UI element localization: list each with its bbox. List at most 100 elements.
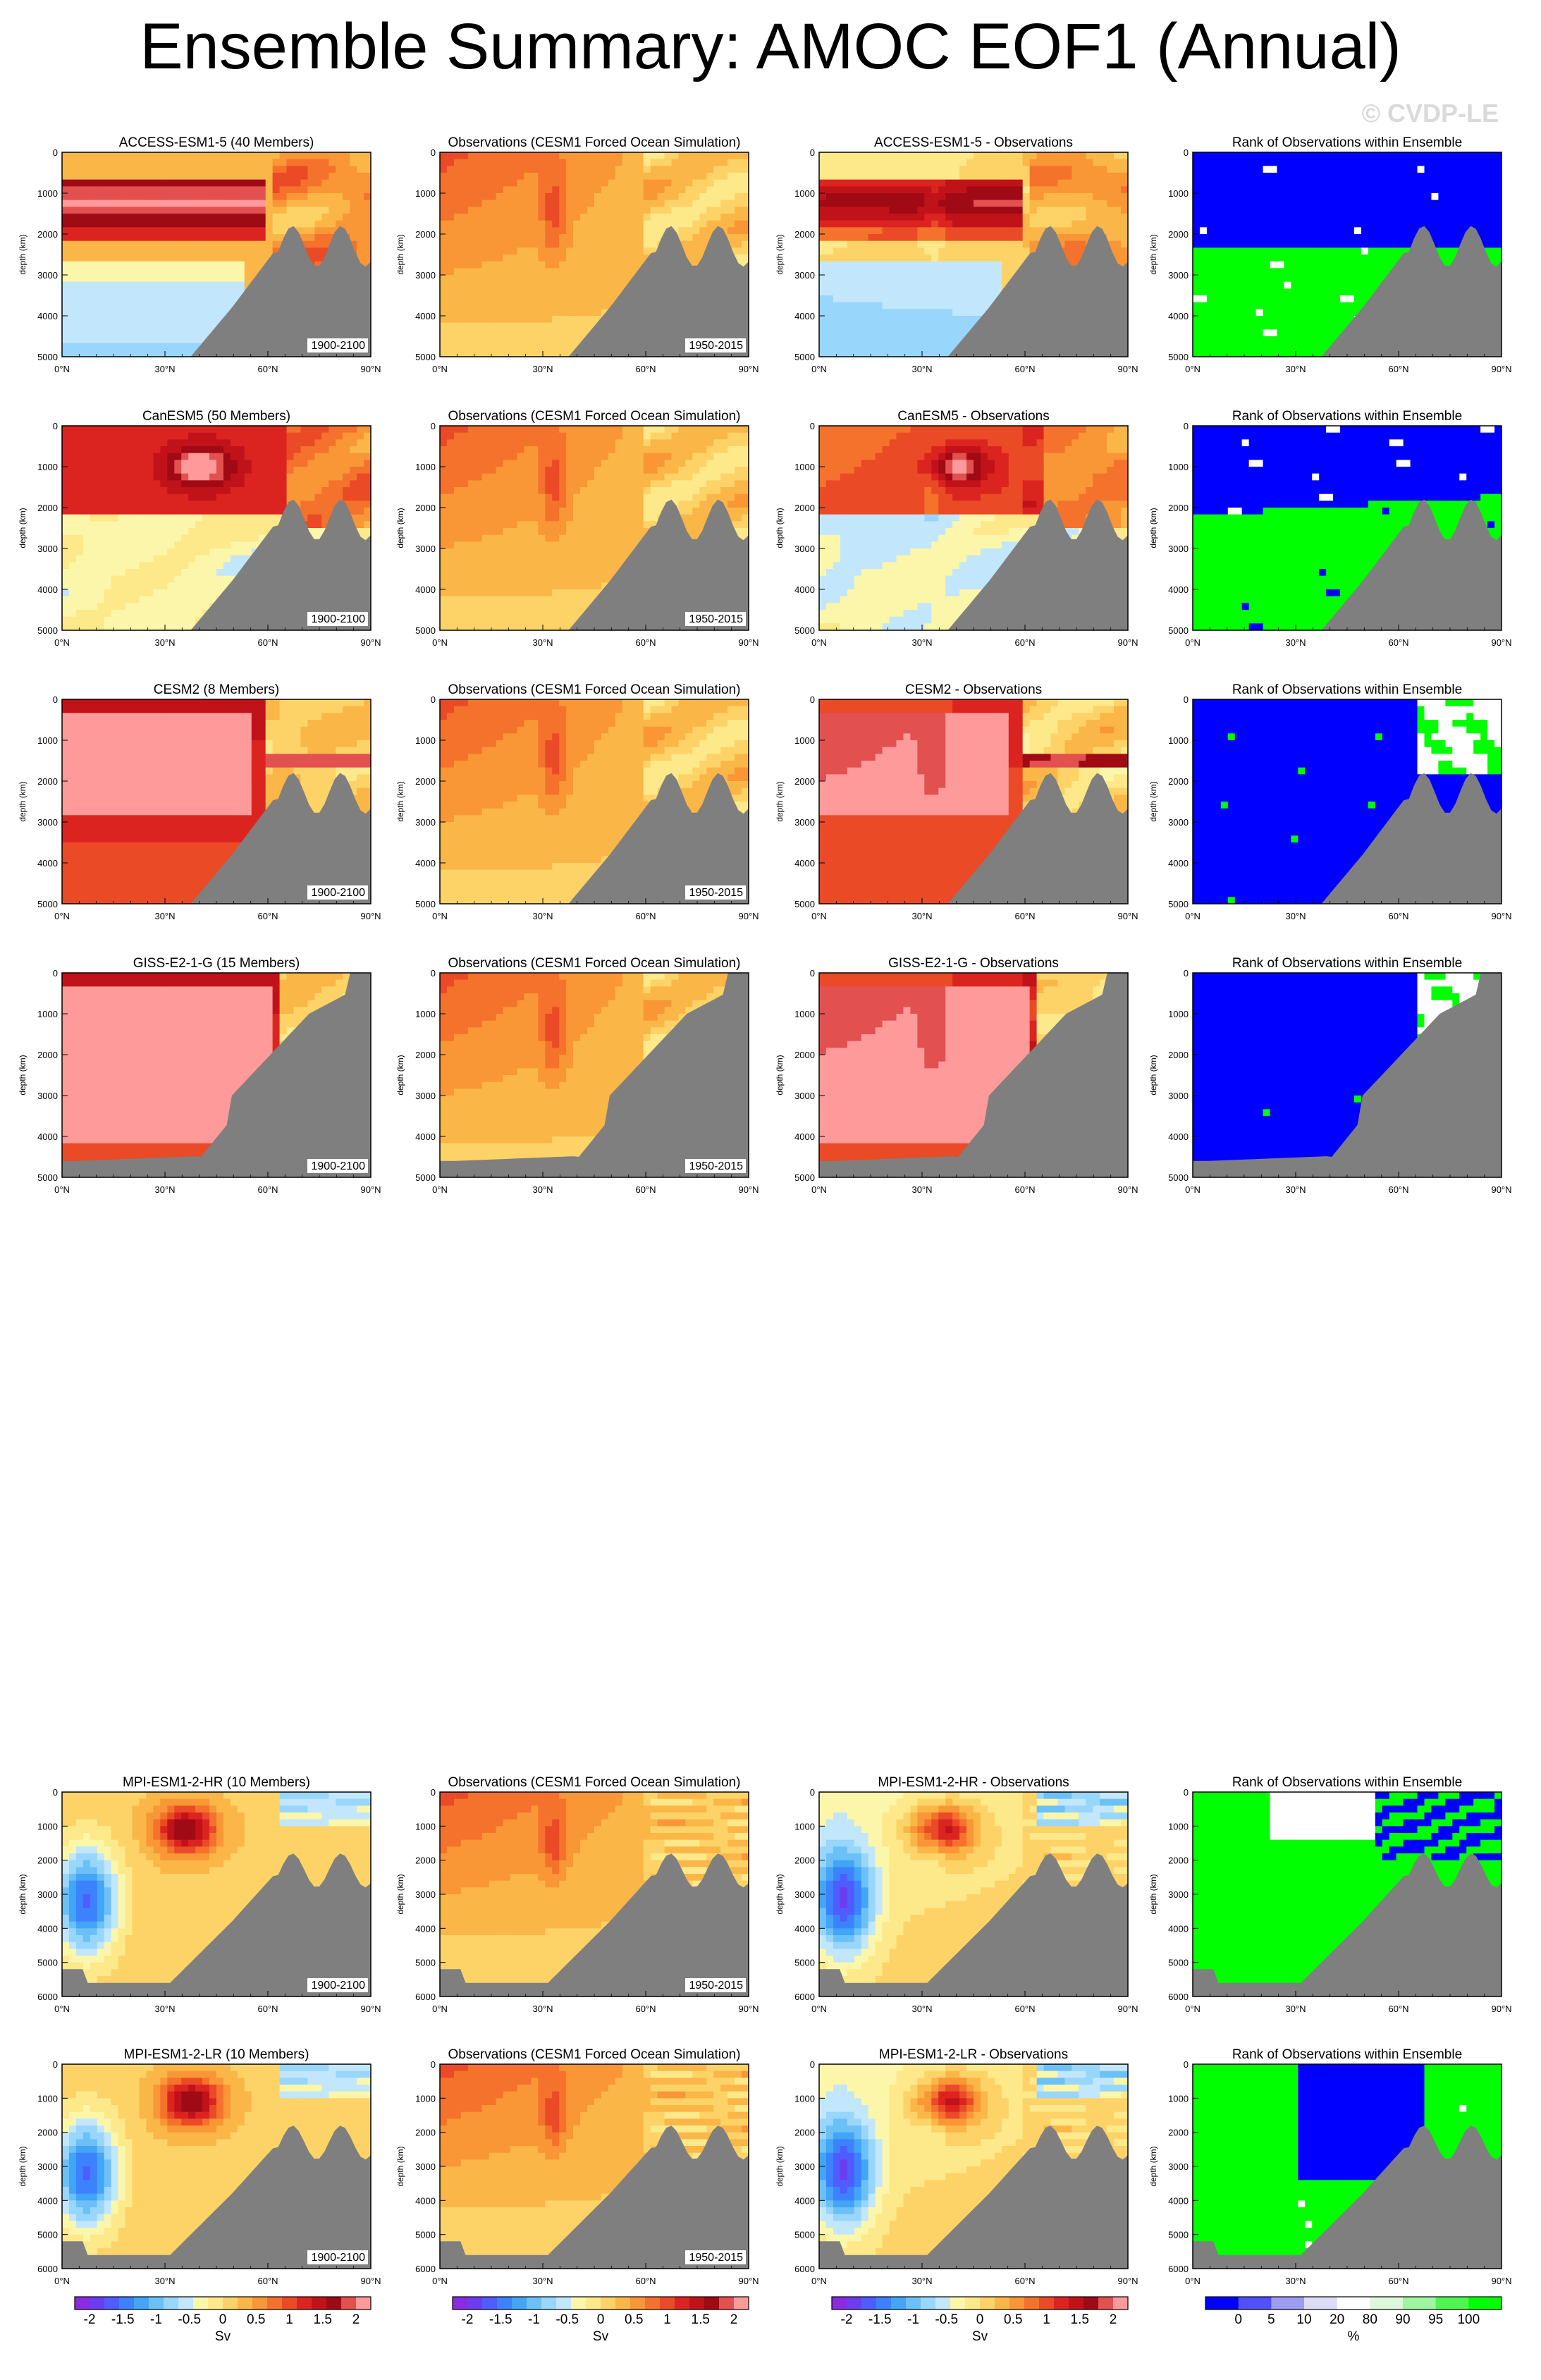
field-cell bbox=[875, 220, 883, 228]
field-cell bbox=[966, 186, 974, 194]
field-cell bbox=[209, 207, 217, 214]
field-cell bbox=[524, 234, 532, 242]
field-cell bbox=[615, 179, 623, 187]
field-cell bbox=[622, 152, 630, 160]
field-cell bbox=[188, 309, 196, 317]
field-cell bbox=[622, 261, 630, 269]
field-cell bbox=[889, 186, 897, 194]
field-cell bbox=[453, 268, 462, 276]
field-cell bbox=[68, 227, 77, 235]
field-cell bbox=[819, 234, 827, 242]
field-cell bbox=[903, 254, 911, 262]
field-cell bbox=[1199, 309, 1208, 317]
field-cell bbox=[1375, 254, 1383, 262]
field-cell bbox=[622, 227, 630, 235]
field-cell bbox=[1234, 227, 1243, 235]
field-cell bbox=[1291, 200, 1299, 207]
field-cell bbox=[1263, 193, 1271, 201]
field-cell bbox=[111, 159, 119, 166]
field-cell bbox=[552, 247, 560, 255]
field-cell bbox=[833, 186, 841, 194]
field-cell bbox=[847, 207, 855, 214]
field-cell bbox=[118, 186, 126, 194]
field-cell bbox=[244, 247, 252, 255]
field-cell bbox=[90, 302, 98, 309]
field-cell bbox=[910, 227, 918, 235]
field-cell bbox=[580, 179, 588, 187]
field-cell bbox=[357, 179, 364, 187]
field-cell bbox=[343, 152, 350, 160]
field-cell bbox=[938, 173, 946, 180]
field-cell bbox=[1353, 275, 1362, 283]
field-cell bbox=[1114, 214, 1122, 221]
field-cell bbox=[980, 227, 988, 235]
field-cell bbox=[587, 288, 595, 296]
field-cell bbox=[608, 173, 616, 180]
field-cell bbox=[174, 152, 182, 160]
field-cell bbox=[1015, 227, 1024, 235]
field-cell bbox=[1199, 179, 1208, 187]
field-cell bbox=[1368, 288, 1376, 296]
field-cell bbox=[446, 316, 455, 324]
field-cell bbox=[510, 336, 518, 344]
field-cell bbox=[153, 343, 161, 350]
field-cell bbox=[573, 309, 581, 317]
field-cell bbox=[636, 254, 644, 262]
field-cell bbox=[896, 193, 904, 201]
field-cell bbox=[1121, 240, 1128, 248]
field-cell bbox=[552, 281, 560, 289]
x-tick-label: 90°N bbox=[360, 364, 381, 374]
field-cell bbox=[1347, 179, 1355, 187]
field-cell bbox=[650, 220, 658, 228]
field-cell bbox=[566, 288, 574, 296]
field-cell bbox=[1227, 220, 1236, 228]
field-cell bbox=[153, 261, 161, 269]
field-cell bbox=[636, 200, 644, 207]
field-cell bbox=[910, 173, 918, 180]
field-cell bbox=[1220, 350, 1229, 357]
field-cell bbox=[945, 207, 953, 214]
plot-area: ACCESS-ESM1-5 (40 Members)0°N 30°N 60°N 90°… bbox=[18, 135, 381, 374]
field-cell bbox=[566, 193, 574, 201]
field-cell bbox=[481, 302, 490, 309]
field-cell bbox=[945, 234, 953, 242]
field-cell bbox=[1396, 186, 1404, 194]
field-cell bbox=[62, 275, 70, 283]
field-cell bbox=[251, 227, 259, 235]
field-cell bbox=[1333, 159, 1341, 166]
field-cell bbox=[1298, 186, 1306, 194]
field-cell bbox=[223, 152, 231, 160]
field-cell bbox=[531, 288, 539, 296]
field-cell bbox=[90, 336, 98, 344]
field-cell bbox=[202, 227, 210, 235]
field-cell bbox=[664, 179, 673, 187]
field-cell bbox=[1396, 173, 1404, 180]
field-cell bbox=[896, 316, 904, 324]
field-cell bbox=[293, 207, 302, 214]
field-cell bbox=[622, 275, 630, 283]
field-cell bbox=[727, 200, 735, 207]
field-cell bbox=[1008, 152, 1017, 160]
field-cell bbox=[587, 207, 595, 214]
field-cell bbox=[1100, 220, 1107, 228]
field-cell bbox=[833, 173, 841, 180]
field-cell bbox=[111, 207, 119, 214]
field-cell bbox=[1389, 186, 1397, 194]
field-cell bbox=[300, 173, 308, 180]
field-cell bbox=[566, 302, 574, 309]
field-cell bbox=[146, 220, 154, 228]
field-cell bbox=[195, 302, 203, 309]
field-cell bbox=[1234, 302, 1243, 309]
field-cell bbox=[474, 309, 483, 317]
field-cell bbox=[146, 207, 154, 214]
field-cell bbox=[1319, 350, 1327, 357]
field-cell bbox=[980, 309, 988, 317]
field-cell bbox=[1375, 281, 1383, 289]
field-cell bbox=[321, 193, 329, 201]
field-cell bbox=[314, 207, 322, 214]
field-cell bbox=[994, 275, 1002, 283]
field-cell bbox=[538, 281, 546, 289]
field-cell bbox=[1043, 159, 1052, 166]
field-cell bbox=[594, 166, 602, 173]
